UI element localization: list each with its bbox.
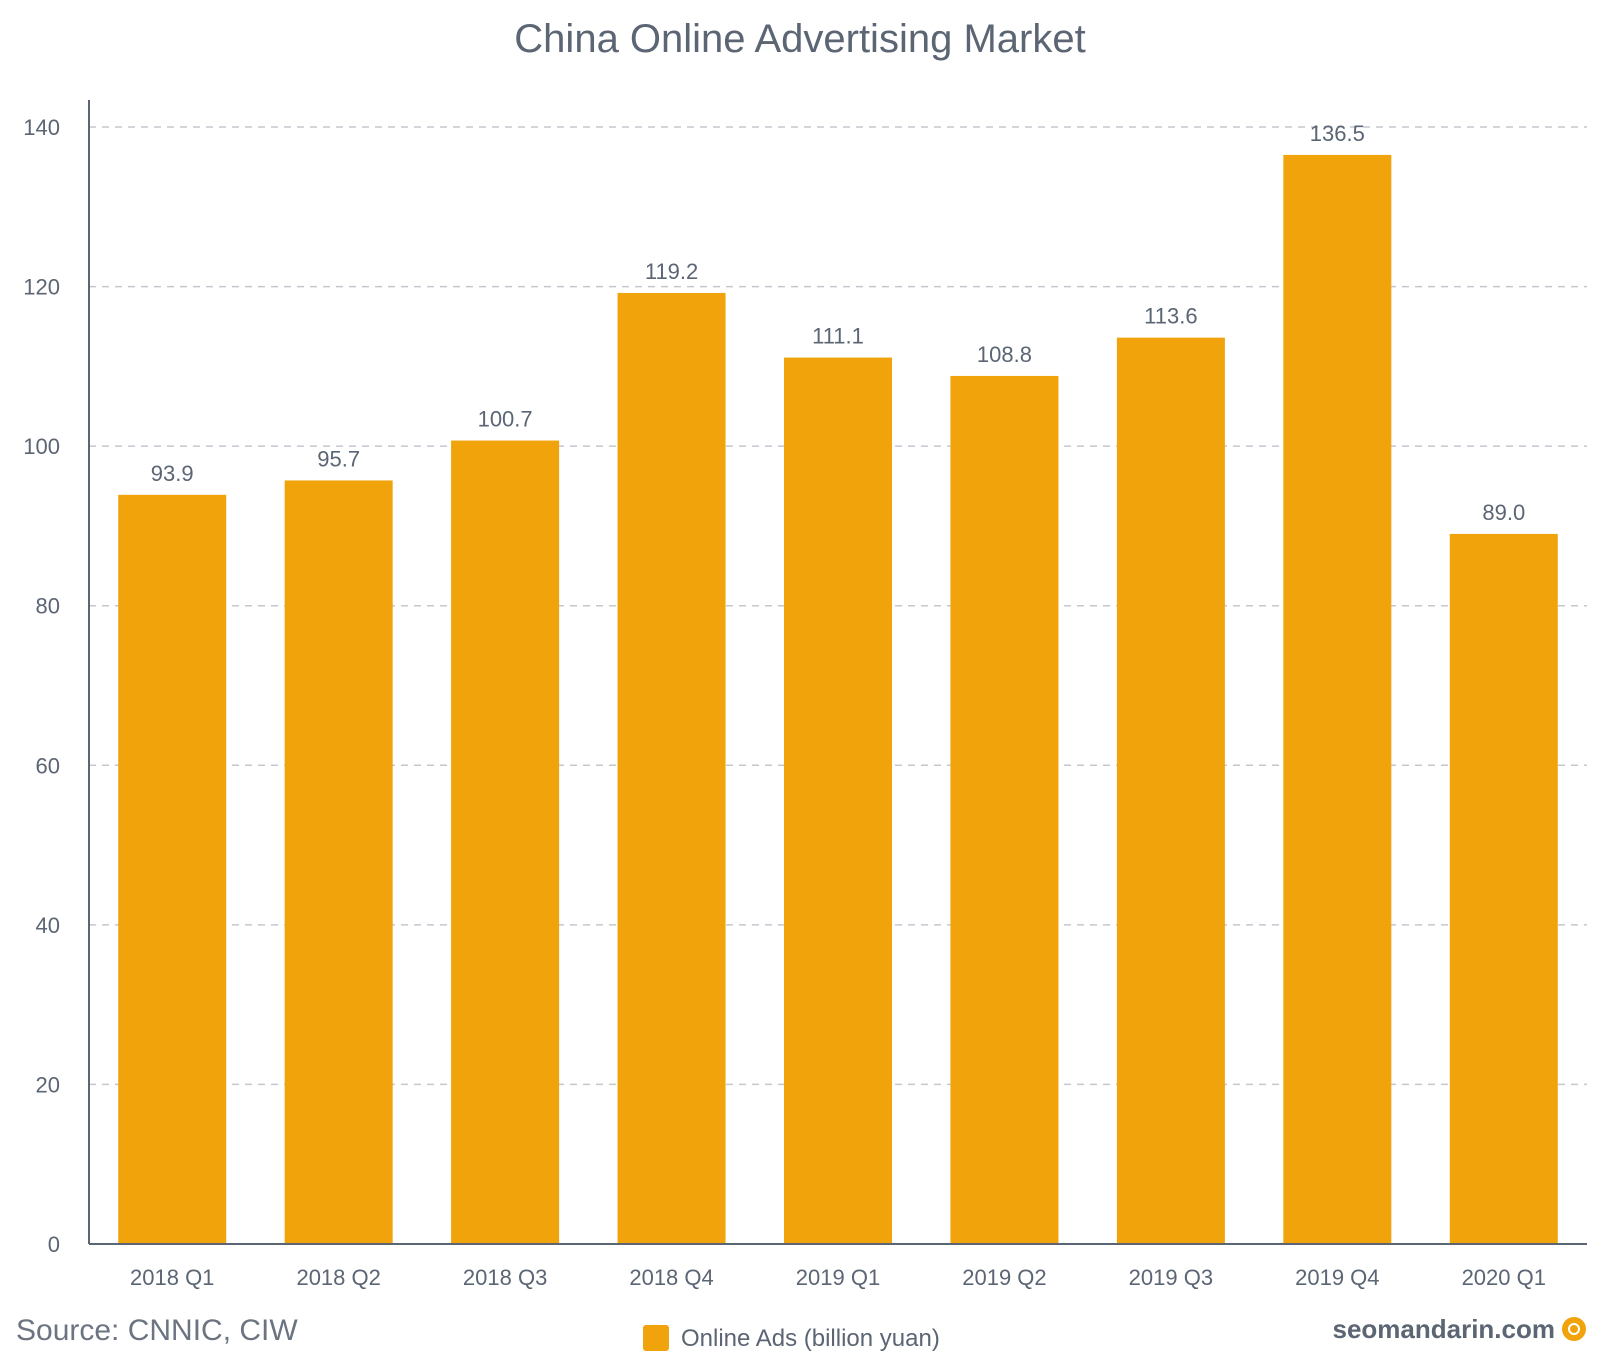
- y-tick-label: 80: [36, 594, 60, 619]
- y-tick-label: 40: [36, 913, 60, 938]
- bars: [118, 154, 1558, 1245]
- y-tick-label: 60: [36, 753, 60, 778]
- y-tick-label: 140: [23, 115, 60, 140]
- data-label: 111.1: [812, 324, 864, 349]
- bar-2019-q1[interactable]: [784, 357, 892, 1245]
- bar-2018-q1[interactable]: [118, 494, 227, 1244]
- brand-wordmark: seomandarin.com: [1332, 1314, 1555, 1344]
- y-tick-label: 20: [36, 1072, 60, 1097]
- brand-logo-icon: [1562, 1317, 1586, 1341]
- y-axis-ticks: 0 20 40 60 80 100 120 140: [23, 115, 60, 1257]
- x-tick-label: 2018 Q4: [629, 1265, 713, 1290]
- x-tick-label: 2019 Q1: [796, 1265, 880, 1290]
- legend[interactable]: Online Ads (billion yuan): [643, 1325, 940, 1352]
- data-label: 119.2: [645, 259, 698, 284]
- bar-2018-q2[interactable]: [284, 480, 393, 1245]
- legend-swatch: [643, 1325, 669, 1351]
- source-note: Source: CNNIC, CIW: [16, 1314, 298, 1347]
- x-tick-label: 2018 Q1: [130, 1265, 214, 1290]
- bar-2018-q3[interactable]: [451, 440, 560, 1244]
- y-tick-label: 100: [23, 434, 60, 459]
- data-label: 93.9: [151, 461, 194, 486]
- y-tick-label: 120: [23, 275, 60, 300]
- chart-title: China Online Advertising Market: [514, 17, 1085, 61]
- data-label: 89.0: [1482, 500, 1525, 525]
- x-tick-label: 2019 Q3: [1129, 1265, 1213, 1290]
- x-tick-label: 2018 Q2: [296, 1265, 380, 1290]
- data-label: 95.7: [317, 446, 360, 471]
- x-tick-label: 2019 Q2: [962, 1265, 1046, 1290]
- x-tick-label: 2020 Q1: [1462, 1265, 1546, 1290]
- bar-2018-q4[interactable]: [617, 292, 726, 1244]
- data-label: 113.6: [1144, 304, 1197, 329]
- data-label: 108.8: [977, 342, 1032, 367]
- x-tick-label: 2019 Q4: [1295, 1265, 1379, 1290]
- x-tick-label: 2018 Q3: [463, 1265, 547, 1290]
- bar-2019-q2[interactable]: [950, 375, 1059, 1245]
- legend-label: Online Ads (billion yuan): [681, 1325, 940, 1352]
- bar-2019-q4[interactable]: [1283, 154, 1392, 1244]
- data-label: 136.5: [1310, 121, 1365, 146]
- y-tick-label: 0: [48, 1232, 60, 1257]
- x-axis-ticks: 2018 Q1 2018 Q2 2018 Q3 2018 Q4 2019 Q1 2019 …: [130, 1265, 1546, 1290]
- data-label: 100.7: [478, 407, 533, 432]
- bar-2019-q3[interactable]: [1116, 337, 1225, 1244]
- bar-2020-q1[interactable]: [1449, 533, 1558, 1244]
- data-labels: 93.9 95.7 100.7 119.2 111.1 108.8 113.6 136.5 89…: [151, 121, 1525, 525]
